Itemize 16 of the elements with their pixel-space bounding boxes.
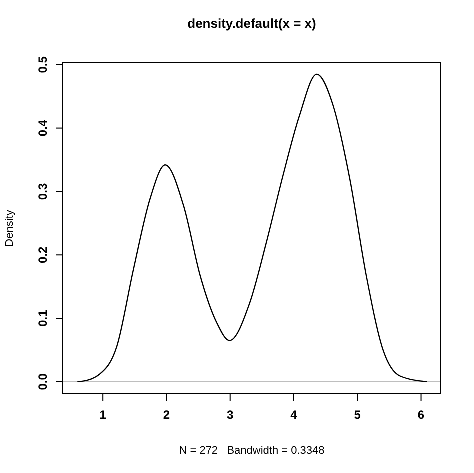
x-tick-label: 2 [163,408,170,422]
x-axis-title: N = 272 Bandwidth = 0.3348 [179,445,325,457]
y-tick-label: 0.4 [36,120,50,137]
y-tick-label: 0.5 [36,56,50,74]
x-tick-label: 4 [290,408,298,422]
x-tick-label: 3 [227,408,234,422]
line-series [77,74,428,383]
y-tick-label: 0.1 [36,310,50,327]
chart-title: density.default(x = x) [188,16,316,31]
x-tick-label: 1 [100,408,107,422]
y-axis-title: Density [4,210,16,247]
x-tick-label: 6 [418,408,425,422]
y-tick-label: 0.3 [36,183,50,200]
x-tick-label: 5 [354,408,362,422]
y-tick-label: 0.2 [36,246,50,264]
y-tick-label: 0.0 [36,373,50,390]
